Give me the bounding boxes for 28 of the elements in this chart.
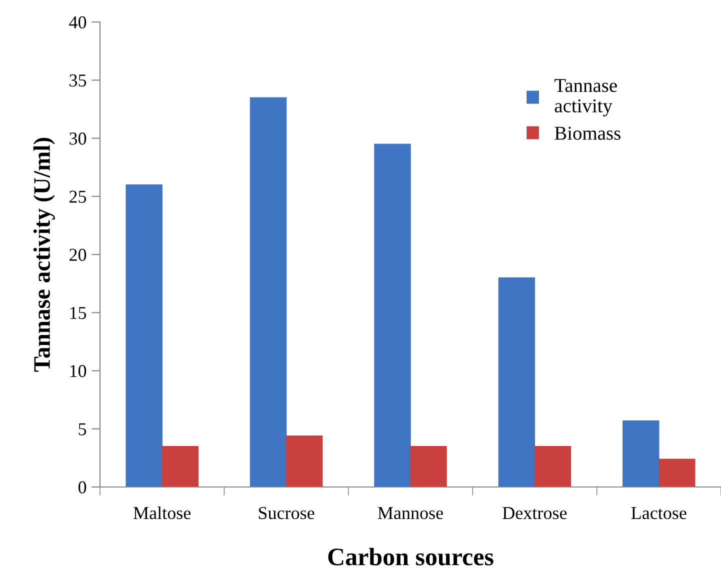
x-tick-label: Lactose <box>631 507 686 520</box>
x-tick-label: Sucrose <box>258 507 314 520</box>
bar <box>498 277 536 487</box>
bar <box>286 436 323 487</box>
y-axis-title: Tannase activity (U/ml) <box>33 138 55 372</box>
bar <box>162 446 198 487</box>
y-tick-label: 40 <box>69 16 86 28</box>
bar <box>658 458 696 487</box>
bar <box>126 184 162 487</box>
y-tick-label: 10 <box>70 365 86 378</box>
legend-label: Tannase activity <box>554 79 617 116</box>
y-tick-label: 25 <box>70 190 86 203</box>
x-tick-label: Maltose <box>134 506 191 520</box>
bar <box>250 97 287 487</box>
bar <box>374 144 411 487</box>
y-tick-label: 15 <box>70 306 86 320</box>
y-tick-label: 20 <box>70 248 86 261</box>
x-tick-label: Dextrose <box>502 507 567 520</box>
legend-label: Biomass <box>554 126 620 140</box>
y-tick-label: 35 <box>70 74 86 87</box>
bar <box>534 446 572 487</box>
x-tick-label: Mannose <box>378 507 443 520</box>
y-tick-label: 5 <box>78 423 86 436</box>
bar <box>410 446 447 487</box>
x-axis-title: Carbon sources <box>328 548 494 566</box>
y-tick-label: 30 <box>70 132 86 145</box>
y-tick-label: 0 <box>78 481 86 494</box>
bar <box>622 420 660 487</box>
